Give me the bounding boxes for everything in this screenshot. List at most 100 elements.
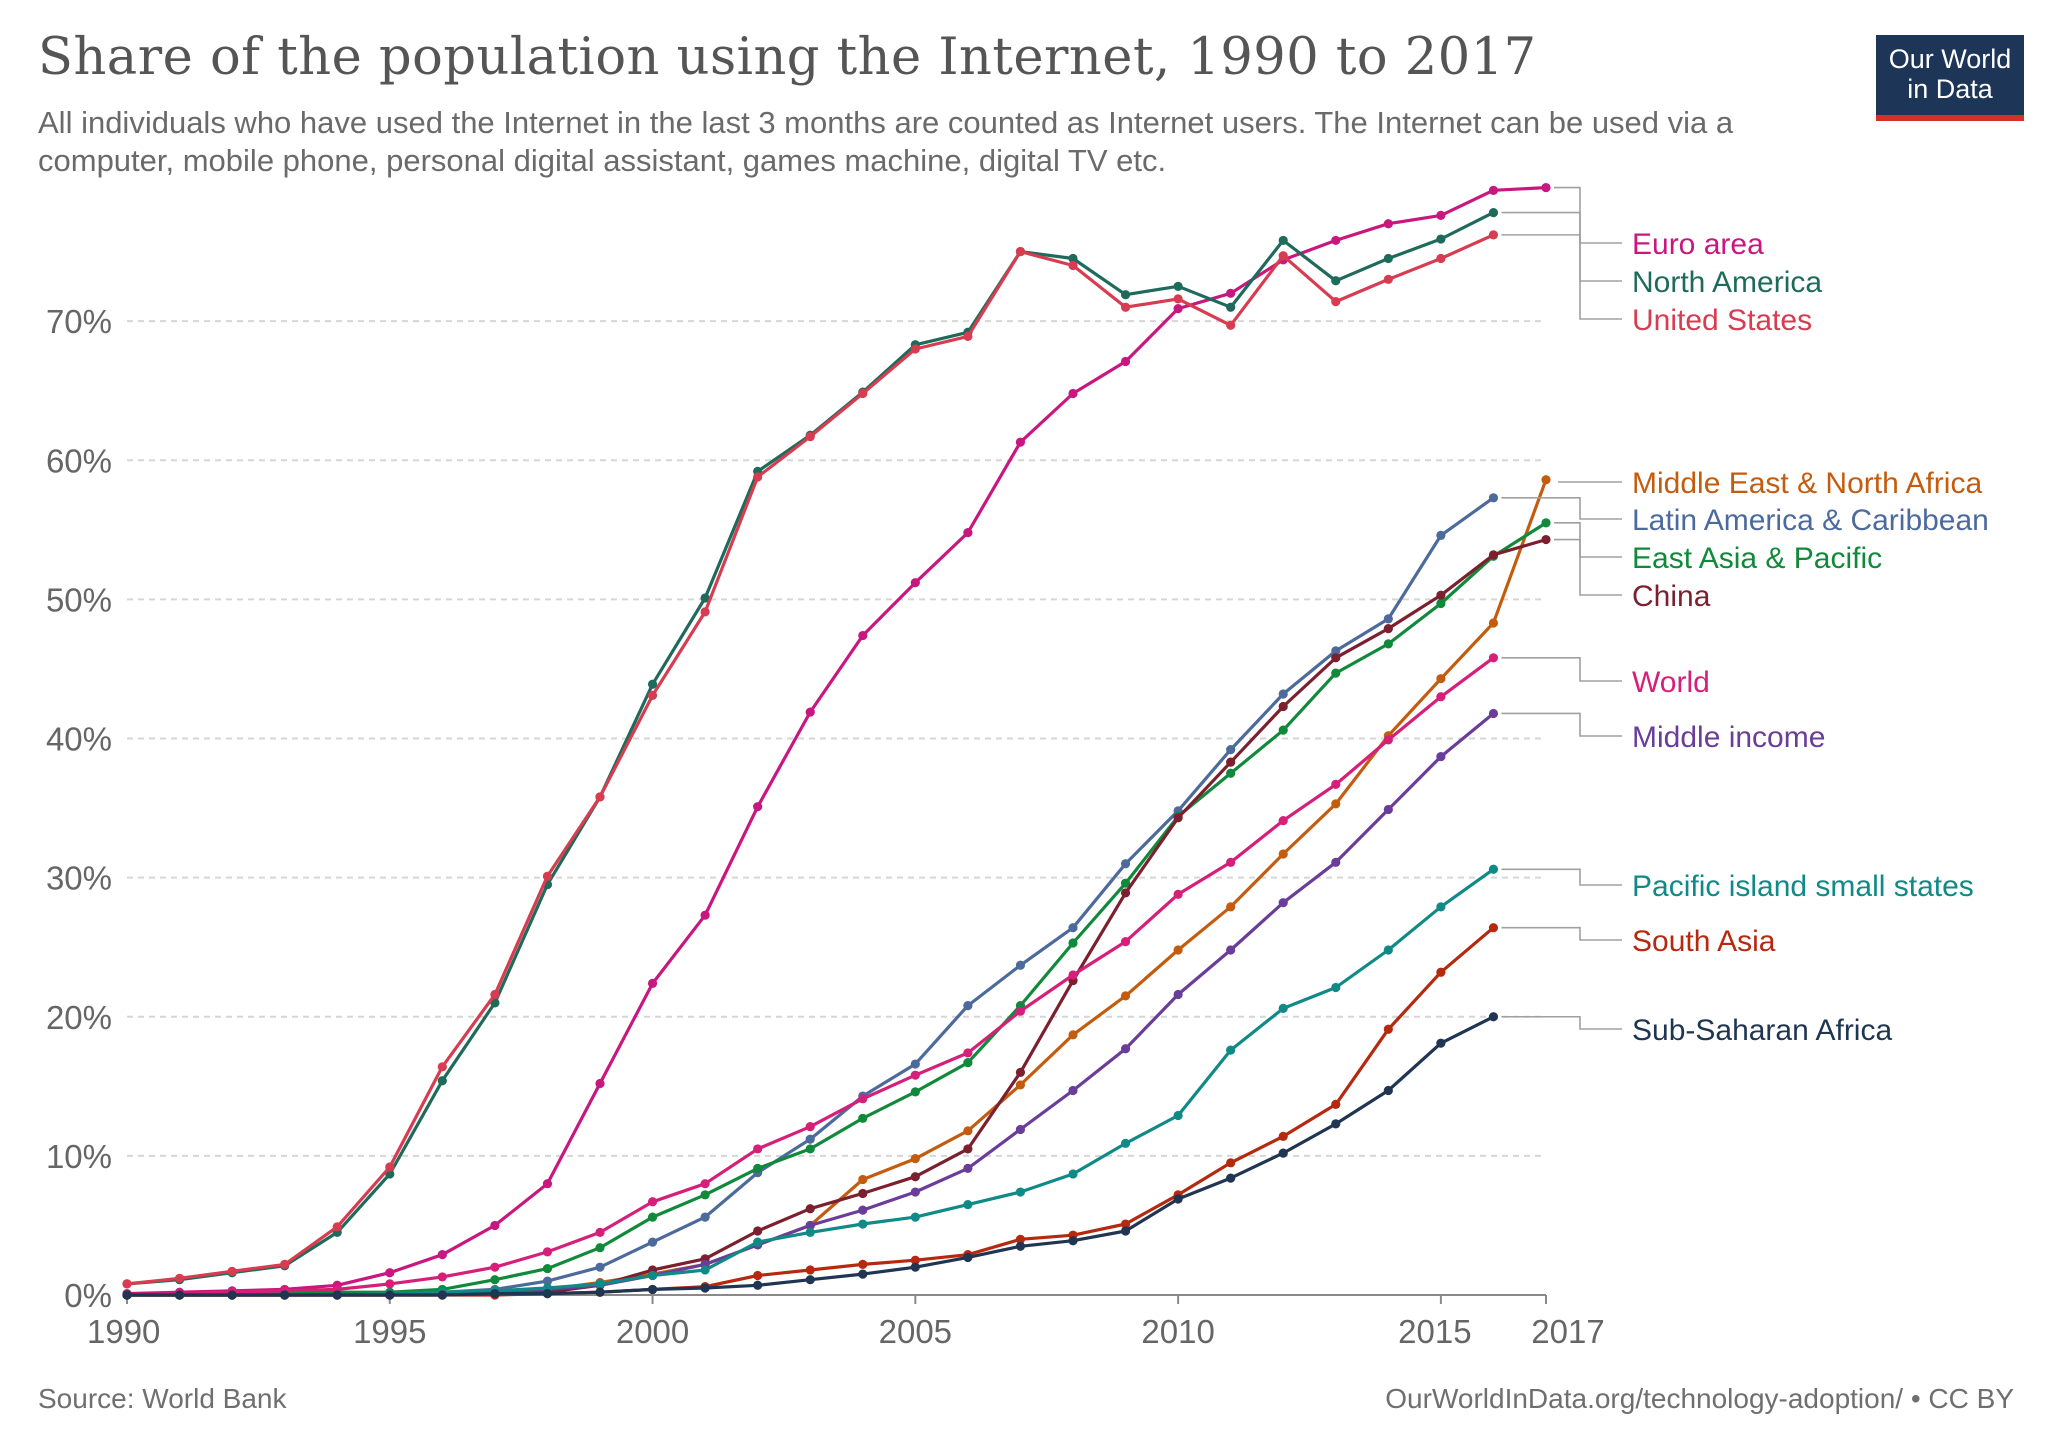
data-point-euro-area xyxy=(1226,288,1236,298)
data-point-south-asia xyxy=(1120,1219,1131,1229)
data-point-euro-area xyxy=(647,978,658,988)
data-point-world xyxy=(805,1122,815,1132)
data-point-sub-saharan-africa xyxy=(332,1290,342,1300)
data-point-world xyxy=(490,1262,500,1272)
data-point-sub-saharan-africa xyxy=(595,1287,605,1297)
data-point-east-asia-and-pacific xyxy=(1383,639,1393,649)
data-point-united-states xyxy=(1173,294,1183,304)
data-point-euro-area xyxy=(385,1268,395,1278)
data-point-south-asia xyxy=(1226,1158,1236,1168)
data-point-east-asia-and-pacific xyxy=(1436,598,1446,609)
label-connector-china xyxy=(1554,538,1622,596)
data-point-latin-america-and-caribbean xyxy=(647,1237,658,1247)
data-point-pacific-island-small-states xyxy=(963,1199,973,1210)
series-label-pacific-island-small-states: Pacific island small states xyxy=(1632,870,1974,903)
data-point-world xyxy=(1068,970,1078,980)
data-point-china xyxy=(1541,534,1551,545)
data-point-middle-income xyxy=(1120,1044,1131,1054)
data-point-latin-america-and-caribbean xyxy=(1436,530,1446,540)
x-tick-label: 1990 xyxy=(87,1313,160,1350)
data-point-united-states xyxy=(1015,246,1026,257)
data-point-united-states xyxy=(122,1279,132,1289)
data-point-euro-area xyxy=(1068,388,1078,399)
x-tick-label: 2005 xyxy=(879,1313,952,1350)
data-point-euro-area xyxy=(910,578,920,588)
data-point-sub-saharan-africa xyxy=(1015,1241,1026,1251)
data-point-euro-area xyxy=(490,1220,500,1231)
data-point-east-asia-and-pacific xyxy=(963,1058,973,1068)
data-point-united-states xyxy=(542,871,553,881)
data-point-china xyxy=(1383,623,1393,634)
data-point-world xyxy=(1488,653,1499,663)
series-label-north-america: North America xyxy=(1632,266,1822,299)
data-point-sub-saharan-africa xyxy=(910,1262,920,1272)
data-point-united-states xyxy=(280,1259,290,1269)
data-point-united-states xyxy=(1331,297,1341,307)
series-label-world: World xyxy=(1632,666,1710,699)
data-point-united-states xyxy=(385,1162,395,1172)
data-point-east-asia-and-pacific xyxy=(910,1087,920,1097)
data-point-north-america xyxy=(1278,235,1288,246)
data-point-china xyxy=(1226,757,1236,767)
data-point-united-states xyxy=(647,690,658,700)
data-point-euro-area xyxy=(437,1250,447,1260)
data-point-world xyxy=(542,1247,553,1257)
y-tick-label: 30% xyxy=(46,860,112,897)
y-tick-label: 40% xyxy=(46,721,112,758)
data-point-latin-america-and-caribbean xyxy=(1383,614,1393,624)
data-point-south-asia xyxy=(1383,1024,1393,1034)
data-point-latin-america-and-caribbean xyxy=(1120,859,1131,869)
data-point-world xyxy=(437,1272,447,1282)
data-point-pacific-island-small-states xyxy=(1383,945,1393,955)
y-tick-label: 60% xyxy=(46,442,112,479)
data-point-middle-income xyxy=(1015,1124,1026,1135)
series-line-world xyxy=(126,656,1495,1297)
data-point-east-asia-and-pacific xyxy=(647,1212,658,1222)
data-point-euro-area xyxy=(963,527,973,538)
license-link[interactable]: OurWorldInData.org/technology-adoption/ … xyxy=(1385,1383,2014,1414)
data-point-united-states xyxy=(332,1222,342,1232)
data-point-middle-east-and-north-africa xyxy=(1068,1030,1078,1040)
data-point-middle-east-and-north-africa xyxy=(1488,618,1499,628)
data-point-middle-income xyxy=(805,1220,815,1231)
data-point-world xyxy=(1226,857,1236,867)
data-point-china xyxy=(1173,813,1183,823)
y-tick-label: 10% xyxy=(46,1138,112,1175)
data-point-middle-east-and-north-africa xyxy=(858,1174,868,1185)
data-point-east-asia-and-pacific xyxy=(1068,938,1078,948)
data-point-east-asia-and-pacific xyxy=(1541,518,1551,528)
data-point-world xyxy=(1120,937,1131,947)
data-point-north-america xyxy=(1331,276,1341,286)
label-connector-euro-area xyxy=(1554,186,1622,244)
owid-logo[interactable]: Our World in Data xyxy=(1876,35,2024,121)
data-point-middle-east-and-north-africa xyxy=(1541,475,1551,485)
data-point-sub-saharan-africa xyxy=(647,1284,658,1295)
data-point-united-states xyxy=(753,472,763,482)
data-point-world xyxy=(700,1179,710,1189)
data-point-pacific-island-small-states xyxy=(1068,1169,1078,1179)
x-tick-label: 2000 xyxy=(616,1313,689,1350)
data-point-world xyxy=(858,1094,868,1104)
data-point-euro-area xyxy=(1015,437,1026,447)
data-point-euro-area xyxy=(700,910,710,920)
data-point-latin-america-and-caribbean xyxy=(1226,745,1236,755)
data-point-latin-america-and-caribbean xyxy=(542,1276,553,1286)
y-tick-label: 0% xyxy=(64,1277,112,1314)
data-point-middle-income xyxy=(1488,708,1499,719)
data-point-middle-east-and-north-africa xyxy=(963,1126,973,1136)
data-point-latin-america-and-caribbean xyxy=(1488,493,1499,503)
y-tick-label: 50% xyxy=(46,581,112,618)
data-point-world xyxy=(1436,692,1446,702)
data-point-united-states xyxy=(805,431,815,442)
data-point-middle-east-and-north-africa xyxy=(910,1154,920,1164)
y-tick-label: 70% xyxy=(46,303,112,340)
data-point-china xyxy=(1436,590,1446,600)
data-point-sub-saharan-africa xyxy=(700,1283,710,1293)
data-point-south-asia xyxy=(1015,1234,1026,1244)
data-point-euro-area xyxy=(1436,210,1446,220)
series-line-east-asia-and-pacific xyxy=(127,521,1547,1297)
series-label-south-asia: South Asia xyxy=(1632,925,1776,958)
data-point-euro-area xyxy=(1383,219,1393,229)
data-point-latin-america-and-caribbean xyxy=(700,1212,710,1222)
chart-subtitle: All individuals who have used the Intern… xyxy=(38,105,1734,178)
